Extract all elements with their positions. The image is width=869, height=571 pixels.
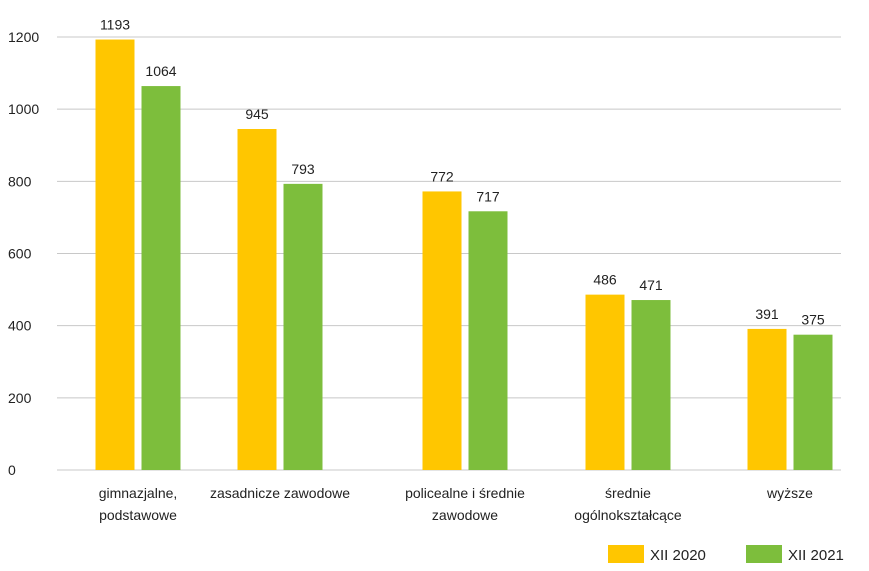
data-label: 717 <box>476 188 500 204</box>
data-label: 486 <box>593 272 617 288</box>
category-label: podstawowe <box>99 507 177 523</box>
y-tick-label: 400 <box>8 318 32 334</box>
bar <box>793 334 833 470</box>
legend: XII 2020 XII 2021 <box>608 545 844 564</box>
bar <box>95 39 135 471</box>
category-label: ogólnokształcące <box>574 507 682 523</box>
legend-label: XII 2020 <box>650 547 706 564</box>
data-label: 772 <box>430 168 454 184</box>
x-axis-categories: gimnazjalne, podstawowe zasadnicze zawodow… <box>99 485 813 523</box>
data-label: 471 <box>639 277 663 293</box>
category-label: gimnazjalne, <box>99 485 178 501</box>
y-tick-label: 1200 <box>8 29 39 45</box>
y-axis-ticks: 0 200 400 600 800 1000 1200 <box>8 29 39 478</box>
data-labels: 1193 1064 945 793 772 717 486 471 391 375 <box>100 17 825 328</box>
category-label: zasadnicze zawodowe <box>210 485 350 501</box>
legend-label: XII 2021 <box>788 547 844 564</box>
y-tick-label: 600 <box>8 246 32 262</box>
y-tick-label: 800 <box>8 173 32 189</box>
bar <box>585 294 625 470</box>
category-label: wyższe <box>766 485 813 501</box>
legend-swatch <box>608 545 644 563</box>
y-tick-label: 1000 <box>8 101 39 117</box>
data-label: 375 <box>801 312 825 328</box>
data-label: 793 <box>291 161 315 177</box>
y-tick-label: 0 <box>8 462 16 478</box>
y-tick-label: 200 <box>8 390 32 406</box>
data-label: 945 <box>245 106 269 122</box>
category-label: średnie <box>605 485 651 501</box>
data-label: 391 <box>755 306 779 322</box>
data-label: 1193 <box>100 17 130 33</box>
bar <box>468 211 508 470</box>
data-label: 1064 <box>145 63 176 79</box>
category-label: zawodowe <box>432 507 498 523</box>
legend-swatch <box>746 545 782 563</box>
bar <box>422 191 462 471</box>
category-label: policealne i średnie <box>405 485 525 501</box>
bar <box>631 300 671 470</box>
bar <box>747 328 787 470</box>
bar <box>141 86 181 470</box>
bar <box>283 183 323 470</box>
bar <box>237 129 277 470</box>
bars <box>95 39 833 471</box>
